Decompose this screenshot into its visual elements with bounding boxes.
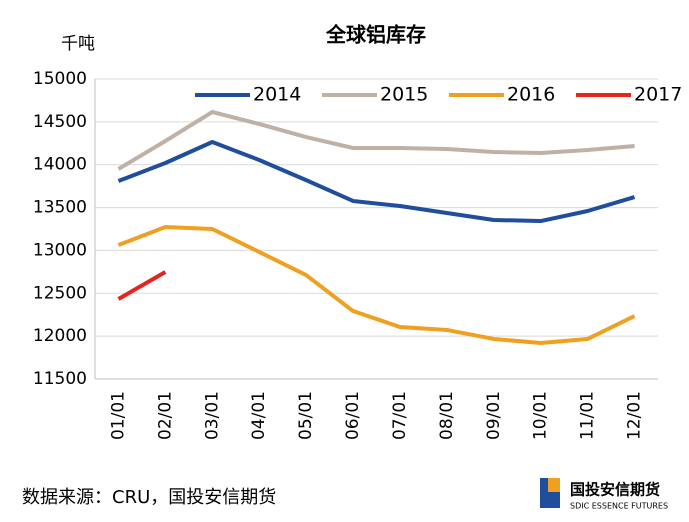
x-tick-label: 08/01 [437,391,457,440]
x-tick-label: 01/01 [108,391,128,440]
y-tick-label: 11500 [33,369,87,389]
series-line [117,225,636,345]
x-tick-label: 10/01 [531,391,551,440]
source: 数据来源：CRU，国投安信期货 [22,487,276,508]
x-tick-label: 11/01 [578,391,598,440]
legend-label: 2017 [634,84,682,106]
legend-label: 2014 [253,84,301,106]
y-tick-label: 15000 [33,69,87,89]
x-tick-label: 03/01 [202,391,222,440]
chart-title: 全球铝库存 [325,23,426,47]
y-tick-label: 12500 [33,283,87,303]
x-tick-label: 06/01 [343,391,363,440]
legend-label: 2015 [380,84,428,106]
logo-name: 国投安信期货 [570,481,660,499]
x-tick-label: 12/01 [625,391,645,440]
x-tick-label: 07/01 [390,391,410,440]
series-line [117,110,635,171]
y-tick-label: 14000 [33,155,87,175]
y-tick-label: 12000 [33,326,87,346]
series-line [117,140,636,224]
y-tick-label: 13000 [33,240,87,260]
y-tick-label: 14500 [33,112,87,132]
x-tick-label: 09/01 [484,391,504,440]
series-line [117,270,167,301]
logo-mark [548,478,560,492]
logo-subtitle: SDIC ESSENCE FUTURES [570,502,668,511]
legend-label: 2016 [507,84,555,106]
x-tick-label: 05/01 [296,391,316,440]
y-axis-label: 千吨 [61,34,95,54]
y-tick-label: 13500 [33,198,87,218]
x-tick-label: 04/01 [249,391,269,440]
x-tick-label: 02/01 [155,391,175,440]
